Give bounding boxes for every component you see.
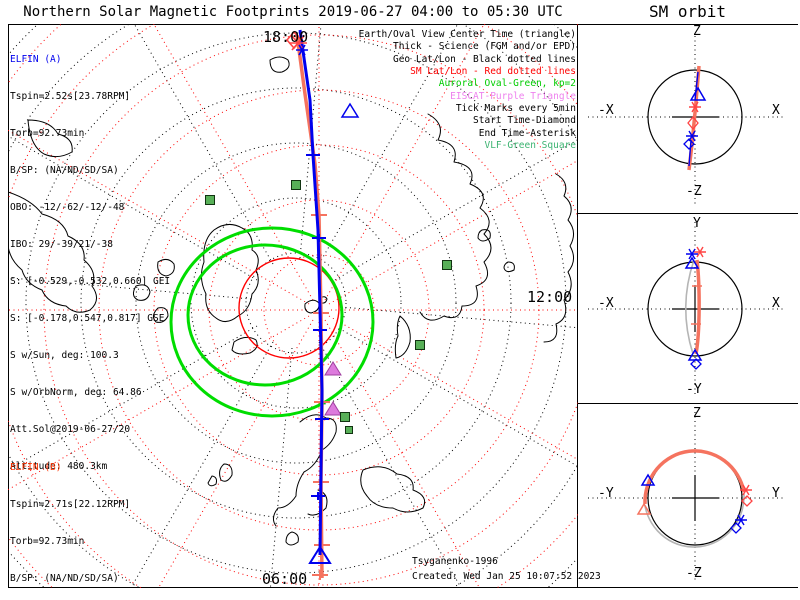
mlt-label-06: 06:00	[262, 570, 308, 588]
elfin-a-center-time-triangle	[308, 545, 332, 564]
elfin-a-line: Torb=92.73min	[10, 127, 85, 139]
map-border	[8, 24, 578, 588]
panel-dividers	[578, 24, 798, 588]
orbit-panel-yz	[588, 412, 786, 580]
p3-axis-bottom: -Z	[686, 566, 702, 581]
p1-axis-bottom: -Z	[686, 184, 702, 199]
vlf-squares	[205, 180, 452, 434]
elfin-b-header: ELFIN (B)	[10, 461, 62, 473]
p1-axis-left: -X	[598, 103, 614, 118]
sm-orbit-title: SM orbit	[648, 2, 727, 21]
elfin-a-line: OBO: -12/-62/-12/-48	[10, 201, 125, 213]
footprint-map	[8, 24, 578, 588]
legend-item: Geo Lat/Lon - Black dotted lines	[392, 53, 576, 65]
elfin-a-line: S w/OrbNorm, deg: 64.86	[10, 386, 142, 398]
p1-axis-right: X	[772, 103, 780, 118]
elfin-a-line: B/SP: (NA/ND/SD/SA)	[10, 164, 119, 176]
p3-axis-right: Y	[772, 486, 780, 501]
p3-axis-top: Z	[693, 406, 701, 421]
elfin-a-header: ELFIN (A)	[10, 53, 62, 65]
coastlines	[8, 56, 574, 546]
elfin-a-line: IBO: 29/-39/21/-38	[10, 238, 113, 250]
elfin-a-line: S: [-0.529,-0.532,0.660] GEI	[10, 275, 171, 287]
elfin-a-5min-ticks	[306, 151, 329, 500]
elfin-b-footprint-track	[295, 34, 330, 580]
legend-item: Earth/Oval View Center Time (triangle)	[358, 29, 576, 40]
p2-axis-bottom: -Y	[686, 382, 702, 397]
blue-asterisk	[296, 44, 308, 56]
legend-item: SM Lat/Lon - Red dotted lines	[410, 66, 576, 78]
p3-axis-left: -Y	[598, 486, 614, 501]
legend-item: EISCAT-Purple Triangle	[450, 90, 576, 102]
p2-axis-right: X	[772, 296, 780, 311]
map-legend: Earth/Oval View Center Time (triangle) T…	[359, 29, 576, 152]
legend-item: Auroral Oval-Green, kp=2	[438, 78, 576, 90]
p2-axis-top: Y	[693, 216, 701, 231]
mlt-label-18: 18:00	[263, 28, 309, 46]
elfin-a-upper-triangle	[340, 102, 360, 118]
legend-item: Thick - Science (FGM and/or EPD)	[392, 41, 576, 53]
elfin-b-line: Torb=92.73min	[10, 535, 85, 547]
plot-title: Northern Solar Magnetic Footprints 2019-…	[23, 4, 563, 20]
elfin-a-line: S: [-0.178,0.547,0.817] GSE	[10, 312, 165, 324]
created-label: Created: Wed Jan 25 10:07:52 2023	[412, 571, 601, 582]
elfin-a-line: S w/Sun, deg: 100.3	[10, 349, 119, 361]
model-label: Tsyganenko-1996	[412, 556, 498, 567]
legend-item: Start Time-Diamond	[473, 115, 576, 127]
sm-orbit-panels	[578, 24, 798, 588]
eiscat-triangles	[324, 361, 342, 416]
elfin-a-line: Att.Sol@2019-06-27/20	[10, 424, 131, 435]
orbit-panel-xy	[588, 222, 786, 396]
legend-item: Tick Marks every 5min	[455, 103, 576, 115]
elfin-b-line: Tspin=2.71s[22.12RPM]	[10, 498, 131, 510]
geo-grid-dotted	[8, 24, 578, 588]
legend-item: VLF-Green Square	[484, 140, 576, 152]
elfin-a-info: ELFIN (A) Tspin=2.52s[23.78RPM] Torb=92.…	[10, 29, 170, 498]
mlt-label-12: 12:00	[527, 288, 573, 306]
orbit-panel-xz	[588, 36, 786, 204]
elfin-b-line: B/SP: (NA/ND/SD/SA)	[10, 572, 119, 584]
auroral-oval	[169, 226, 375, 418]
solid-red-circle	[238, 257, 340, 359]
track-endpoint-markers	[285, 30, 308, 56]
elfin-a-footprint-track	[298, 29, 360, 564]
elfin-a-line: Tspin=2.52s[23.78RPM]	[10, 90, 131, 102]
legend-item: End Time-Asterisk	[478, 127, 576, 139]
p1-axis-top: Z	[693, 24, 701, 39]
end-time-asterisk	[289, 35, 307, 51]
elfin-a-line: Altitude: 480.3km	[10, 461, 108, 473]
p2-axis-left: -X	[598, 296, 614, 311]
elfin-b-info: ELFIN (B) Tspin=2.71s[22.12RPM] Torb=92.…	[10, 437, 164, 600]
